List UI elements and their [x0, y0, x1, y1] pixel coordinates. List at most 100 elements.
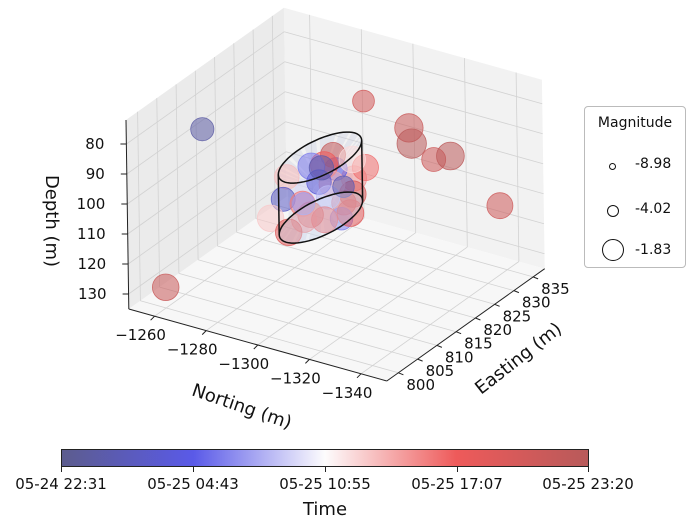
x-tick-label: −1340: [322, 384, 373, 402]
y-tick: [398, 372, 404, 376]
y-tick: [494, 303, 500, 307]
data-point: [338, 145, 367, 174]
legend-label-large: -1.83: [635, 242, 672, 258]
grid-line: [217, 245, 476, 319]
y-tick-label: 815: [464, 335, 493, 353]
grid-line: [140, 300, 399, 374]
grid-line: [284, 31, 543, 105]
legend-marker-large: [602, 239, 624, 261]
grid-line: [197, 259, 457, 333]
y-tick: [532, 276, 539, 280]
y-tick: [455, 331, 462, 335]
y-tick-label: 820: [483, 321, 512, 339]
data-point: [190, 117, 215, 142]
grid-line: [515, 72, 520, 262]
y-tick: [436, 344, 443, 348]
colorbar-tick-label: 05-25 10:55: [279, 475, 371, 493]
grid-line: [178, 273, 438, 346]
legend-entry-large: -1.83: [585, 237, 685, 267]
grid-line: [309, 246, 468, 360]
legend-label-small: -8.98: [635, 156, 672, 172]
y-tick-label: 810: [445, 348, 474, 366]
grid-line: [214, 56, 218, 247]
x-tick: [201, 330, 207, 335]
cylinder-front: [277, 131, 364, 244]
axis-lines: [120, 119, 545, 382]
x-tick: [356, 373, 362, 379]
y-tick: [475, 317, 481, 321]
data-point: [311, 206, 339, 234]
grid-line: [360, 261, 520, 375]
colorbar-tick: [457, 467, 458, 472]
legend-entry-medium: -4.02: [585, 197, 685, 227]
y-tick-label: 835: [541, 280, 570, 298]
grid-line: [194, 70, 199, 260]
z-axis-label: Depth (m): [41, 175, 62, 267]
cylinder-bottom-rim: [278, 191, 364, 244]
y-tick-label: 800: [406, 376, 435, 394]
z-tick-label: 100: [77, 195, 106, 213]
y-tick-label: 825: [503, 307, 532, 325]
pane-left: [126, 7, 287, 309]
legend-marker-medium: [607, 205, 619, 217]
x-tick: [253, 344, 259, 350]
z-tick-label: 110: [77, 225, 106, 243]
data-point: [396, 128, 427, 159]
tick-labels: −1260−1280−1300−1320−1340 800805810815820…: [77, 135, 570, 402]
grid-line: [156, 98, 160, 288]
colorbar-tick-label: 05-25 23:20: [542, 475, 634, 493]
z-tick-label: 120: [78, 255, 107, 273]
z-tick-label: 90: [86, 165, 105, 183]
x-tick-label: −1280: [167, 341, 218, 359]
colorbar-tick: [193, 467, 194, 472]
colorbar-tick-label: 05-25 04:43: [147, 475, 239, 493]
grid-line: [127, 91, 286, 205]
legend-entry-small: -8.98: [585, 153, 685, 183]
grid-line: [128, 181, 287, 295]
x-tick: [150, 315, 155, 321]
colorbar-tick: [325, 467, 326, 472]
time-colorbar: [61, 449, 589, 467]
y-tick-label: 830: [522, 294, 551, 312]
grid-line: [159, 286, 418, 360]
grid-line: [236, 231, 495, 305]
grid-line: [464, 58, 468, 248]
data-point: [436, 141, 465, 171]
z-axis-line: [125, 119, 130, 310]
colorbar-tick: [588, 467, 589, 472]
legend-label-medium: -4.02: [635, 201, 672, 217]
cylinder-side: [360, 140, 364, 201]
colorbar-tick-label: 05-24 22:31: [15, 475, 107, 493]
grid-line: [175, 84, 180, 274]
data-point: [486, 192, 514, 220]
x-tick: [305, 359, 310, 364]
data-point: [352, 89, 375, 113]
data-points: [151, 89, 514, 302]
grid-line: [137, 111, 141, 301]
grid-line: [205, 217, 365, 331]
x-tick-label: −1300: [218, 355, 269, 373]
colorbar-tick-label: 05-25 17:07: [411, 475, 503, 493]
data-point: [292, 192, 316, 216]
grid-line: [233, 43, 237, 233]
cylinder-side: [277, 174, 280, 235]
z-tick-label: 80: [85, 135, 104, 153]
magnitude-legend: Magnitude -8.98 -4.02 -1.83: [584, 106, 686, 268]
grid-line: [284, 61, 543, 135]
y-tick: [417, 358, 423, 362]
grid-line: [127, 121, 286, 235]
data-point: [336, 199, 365, 227]
legend-marker-small: [609, 163, 616, 170]
y-tick: [513, 290, 520, 294]
y-tick-label: 805: [426, 362, 455, 380]
grid-line: [252, 29, 257, 219]
colorbar-label: Time: [302, 499, 348, 520]
y-axis-line: [386, 268, 545, 382]
grid-line: [127, 151, 287, 265]
grid-line: [126, 31, 285, 145]
legend-title: Magnitude: [597, 115, 673, 131]
grid-line: [257, 232, 416, 346]
colorbar-tick: [61, 467, 62, 472]
data-point: [151, 273, 180, 302]
